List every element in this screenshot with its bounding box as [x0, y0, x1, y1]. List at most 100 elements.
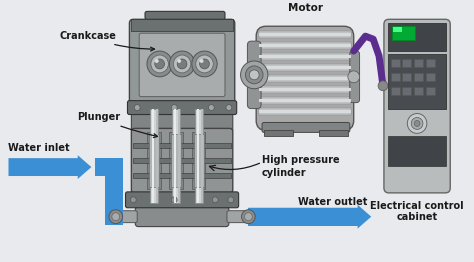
Circle shape — [246, 66, 263, 84]
Bar — [259, 77, 351, 80]
Circle shape — [155, 59, 164, 69]
Circle shape — [200, 59, 210, 69]
Bar — [259, 66, 351, 69]
Circle shape — [109, 210, 123, 224]
Circle shape — [245, 213, 252, 221]
Bar — [192, 132, 205, 189]
Bar — [133, 143, 231, 148]
Bar — [259, 53, 351, 60]
Text: Plunger: Plunger — [77, 112, 157, 138]
FancyArrow shape — [248, 205, 371, 228]
FancyBboxPatch shape — [135, 207, 229, 227]
FancyBboxPatch shape — [247, 41, 261, 108]
Bar — [414, 87, 423, 95]
Bar — [194, 134, 203, 187]
Circle shape — [212, 197, 218, 203]
FancyBboxPatch shape — [131, 128, 233, 193]
FancyArrow shape — [9, 155, 91, 179]
Circle shape — [173, 55, 191, 73]
Bar — [150, 108, 158, 203]
Bar — [414, 73, 423, 81]
Bar — [174, 108, 176, 203]
Bar — [178, 108, 180, 203]
Bar — [259, 33, 351, 36]
Text: Electrical control
cabinet: Electrical control cabinet — [370, 201, 464, 222]
FancyBboxPatch shape — [116, 211, 137, 223]
Circle shape — [134, 105, 140, 111]
Bar — [173, 108, 180, 203]
Circle shape — [200, 59, 203, 63]
Bar — [105, 168, 123, 225]
Bar — [414, 59, 423, 67]
Bar — [426, 87, 435, 95]
Circle shape — [226, 105, 232, 111]
FancyBboxPatch shape — [227, 211, 248, 223]
Circle shape — [241, 61, 268, 89]
Bar — [392, 26, 415, 40]
FancyBboxPatch shape — [350, 51, 360, 103]
Bar — [264, 130, 293, 136]
Bar — [156, 108, 158, 203]
FancyBboxPatch shape — [128, 101, 237, 114]
Bar — [259, 31, 351, 38]
Circle shape — [209, 105, 214, 111]
Bar — [319, 130, 348, 136]
FancyBboxPatch shape — [139, 33, 225, 97]
Bar — [259, 55, 351, 58]
Bar — [147, 132, 161, 189]
Text: Motor: Motor — [288, 3, 323, 13]
Bar — [201, 108, 202, 203]
Circle shape — [414, 121, 420, 127]
Bar — [259, 75, 351, 82]
Bar — [131, 19, 233, 31]
Circle shape — [249, 70, 259, 80]
Bar — [388, 54, 447, 108]
Bar — [259, 44, 351, 47]
Bar — [391, 59, 400, 67]
Circle shape — [177, 59, 187, 69]
FancyBboxPatch shape — [131, 113, 233, 131]
Bar — [391, 87, 400, 95]
Circle shape — [130, 197, 136, 203]
Bar — [402, 87, 411, 95]
Bar — [195, 108, 202, 203]
Circle shape — [177, 59, 181, 63]
Bar — [259, 110, 351, 113]
Bar — [402, 59, 411, 67]
Bar — [133, 173, 231, 178]
FancyBboxPatch shape — [126, 192, 238, 208]
Circle shape — [171, 197, 177, 203]
Bar — [259, 86, 351, 93]
Circle shape — [196, 55, 213, 73]
Text: High pressure
cylinder: High pressure cylinder — [262, 155, 340, 178]
Circle shape — [378, 81, 388, 91]
Circle shape — [147, 51, 173, 77]
FancyBboxPatch shape — [262, 122, 350, 132]
Circle shape — [171, 105, 177, 111]
Bar — [133, 158, 231, 163]
Circle shape — [411, 117, 423, 129]
Bar — [259, 108, 351, 114]
Bar — [259, 64, 351, 71]
Text: Water inlet: Water inlet — [9, 143, 70, 153]
Circle shape — [242, 210, 255, 224]
Bar — [95, 158, 123, 176]
Bar — [426, 59, 435, 67]
Bar — [259, 99, 351, 102]
Bar — [197, 108, 199, 203]
Bar — [248, 208, 357, 226]
Bar — [169, 132, 183, 189]
Bar — [402, 73, 411, 81]
Bar — [259, 42, 351, 49]
Circle shape — [348, 71, 360, 83]
Bar — [259, 97, 351, 103]
Bar — [388, 23, 447, 51]
Bar — [171, 134, 181, 187]
Bar — [152, 108, 154, 203]
Bar — [105, 158, 123, 168]
Circle shape — [151, 55, 168, 73]
Bar — [392, 27, 402, 32]
FancyBboxPatch shape — [256, 26, 354, 130]
FancyBboxPatch shape — [129, 19, 235, 103]
Text: Water outlet: Water outlet — [298, 197, 367, 207]
